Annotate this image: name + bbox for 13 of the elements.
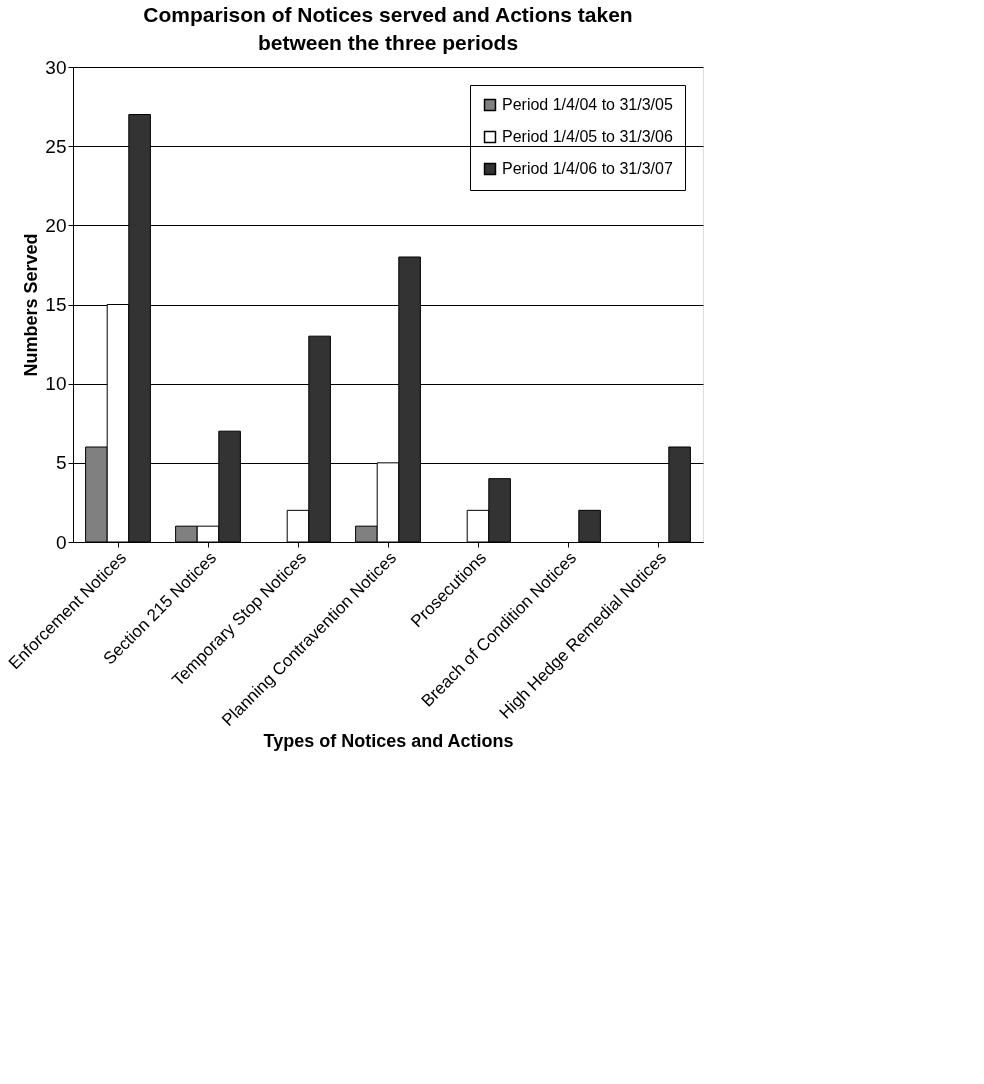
- y-tick-label: 5: [55, 452, 67, 474]
- y-tick-label: 25: [45, 135, 67, 157]
- chart-title: Comparison of Notices served and Actions taken between the three periods: [143, 3, 633, 54]
- y-tick-label: 20: [45, 214, 67, 236]
- y-tick-label: 10: [45, 373, 67, 395]
- y-tick-label: 30: [45, 56, 67, 78]
- legend-label: Period 1/4/06 to 31/3/07: [502, 160, 673, 177]
- y-tick-label: 0: [55, 531, 67, 553]
- legend-label: Period 1/4/04 to 31/3/05: [502, 96, 673, 113]
- x-axis-title: Types of Notices and Actions: [263, 731, 514, 752]
- y-tick-label: 15: [45, 294, 67, 315]
- y-axis-title: Numbers Served: [21, 233, 42, 377]
- legend-label: Period 1/4/05 to 31/3/06: [502, 128, 673, 145]
